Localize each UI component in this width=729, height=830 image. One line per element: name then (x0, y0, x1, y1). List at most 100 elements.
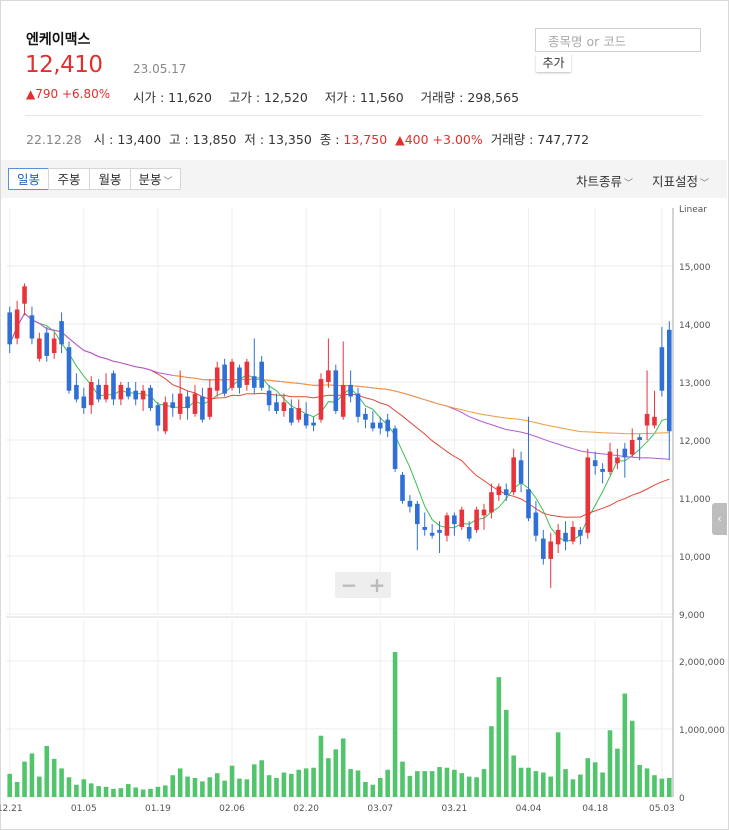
candle-body (155, 405, 161, 426)
candle-body (407, 500, 413, 507)
candle-body (659, 347, 665, 391)
candle-body (422, 527, 428, 530)
stock-name: 엔케이맥스 (26, 32, 91, 48)
tab-monthly[interactable]: 월봉 (89, 168, 131, 190)
candle-body (148, 387, 153, 409)
volume-bar (318, 735, 324, 797)
candle-body (81, 396, 87, 409)
candle-body (444, 515, 450, 536)
hover-volume: 거래량 : 747,772 (490, 132, 590, 147)
volume-bar (214, 773, 220, 797)
candle-body (51, 338, 57, 353)
candle-body (481, 509, 487, 516)
volume-bar (363, 782, 368, 797)
tab-daily[interactable]: 일봉 (8, 168, 49, 190)
volume-bar (266, 775, 272, 797)
chevron-left-icon[interactable]: ‹ (712, 503, 727, 535)
price-panel (6, 208, 673, 614)
volume-bar (326, 758, 331, 797)
low-price: 저가 : 11,560 (324, 90, 404, 105)
candle-body (385, 419, 390, 432)
price-tick-label: 13,000 (679, 379, 711, 389)
candle-body (14, 309, 20, 339)
volume-bar (570, 779, 576, 797)
volume-bar (133, 787, 138, 797)
volume-bar (466, 776, 472, 797)
volume-bar (22, 761, 27, 797)
plus-icon[interactable]: + (368, 573, 386, 597)
candle-body (266, 390, 272, 406)
stock-chart[interactable]: 9,000 10,000 11,000 12,000 13,000 14,000 15,00… (0, 200, 727, 828)
stock-search-input[interactable] (546, 30, 700, 52)
volume-tick-label: 2,000,000 (679, 658, 725, 668)
volume-bar (148, 788, 153, 797)
candle-body (348, 384, 353, 397)
chevron-down-icon: ﹀ (624, 179, 634, 189)
candle-body (259, 361, 264, 388)
candle-body (96, 384, 101, 400)
volume-bar (311, 767, 316, 797)
add-stock-button[interactable]: 추가 (536, 54, 571, 72)
candle-body (570, 527, 576, 542)
tab-weekly[interactable]: 주봉 (48, 168, 90, 190)
volume-bar (44, 745, 50, 797)
volume-bar (96, 786, 101, 797)
candle-body (222, 364, 227, 394)
candle-body (244, 361, 250, 385)
price-tick-label: 9,000 (679, 611, 705, 621)
volume-bar (66, 777, 72, 797)
volume-bar (118, 788, 124, 797)
indicator-settings-menu[interactable]: 지표설정 ﹀ (652, 171, 709, 190)
hover-low: 저 : 13,350 (244, 132, 312, 147)
volume-bar (14, 782, 20, 797)
volume-bar (592, 762, 598, 797)
volume-bar (622, 693, 628, 797)
candle-body (578, 529, 583, 536)
volume-bar (163, 785, 168, 797)
minus-icon[interactable]: − (340, 573, 358, 597)
candle-body (652, 416, 657, 426)
volume-bar (303, 768, 309, 797)
candle-body (363, 413, 368, 420)
volume-bar (81, 779, 87, 797)
volume-bar (370, 784, 376, 797)
volume-bar (340, 738, 346, 797)
volume-bar (185, 776, 190, 797)
candle-body (311, 422, 316, 426)
candle-body (392, 428, 398, 469)
volume-bar (526, 767, 531, 797)
candle-body (555, 529, 561, 545)
volume-bar (644, 768, 650, 797)
candle-body (326, 370, 331, 382)
volume-bar (7, 773, 13, 797)
volume-bar (541, 772, 546, 797)
volume-bar (51, 758, 57, 797)
date-tick-label: 03.07 (367, 804, 393, 814)
volume-bar (281, 772, 287, 797)
candle-body (333, 370, 339, 411)
price-tick-label: 15,000 (679, 263, 711, 273)
candle-body (318, 379, 324, 420)
candle-body (22, 286, 27, 304)
hover-date: 22.12.28 (26, 132, 82, 147)
price-scale-label: Linear (679, 205, 707, 215)
candle-body (59, 321, 64, 345)
candle-body (370, 422, 376, 429)
candle-body (74, 384, 79, 400)
candle-body (452, 515, 457, 525)
volume-bar (37, 776, 42, 797)
date-tick-label: 01.05 (71, 804, 97, 814)
candle-body (274, 402, 279, 411)
volume-bar (444, 767, 450, 797)
date-tick-label: 02.20 (293, 804, 319, 814)
candle-body (644, 413, 650, 426)
tab-minute[interactable]: 분봉 ﹀ (130, 168, 181, 190)
candle-body (7, 312, 13, 345)
hover-open: 시 : 13,400 (93, 132, 162, 147)
header-divider (25, 115, 702, 116)
volume-bar (392, 651, 398, 797)
candle-body (585, 457, 591, 533)
chart-type-menu[interactable]: 차트종류 ﹀ (576, 171, 633, 190)
volume-bar (222, 780, 227, 797)
volume-bar (600, 772, 605, 797)
